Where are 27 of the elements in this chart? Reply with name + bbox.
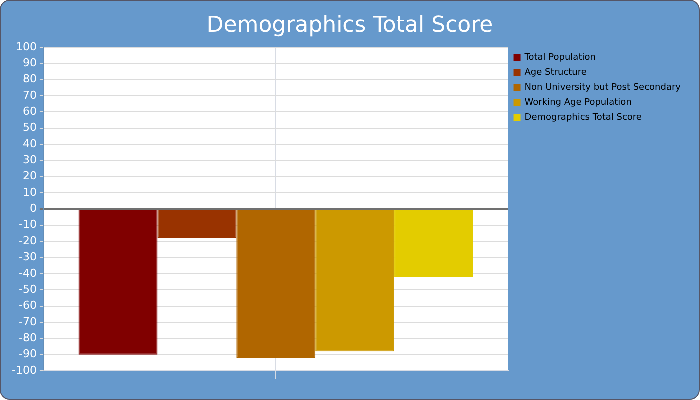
legend-label: Working Age Population [524, 98, 632, 108]
y-tick-label: 30 [22, 154, 37, 167]
y-tick-label: -10 [18, 218, 37, 232]
y-tick-label: -80 [18, 332, 37, 344]
chart-title: Demographics Total Score [206, 12, 494, 38]
y-tick-label: 0 [30, 202, 37, 216]
legend-label: Total Population [524, 53, 596, 64]
y-tick-label: 40 [22, 137, 37, 150]
y-tick-label: -40 [18, 266, 37, 280]
y-tick-label: -70 [18, 315, 37, 328]
legend-label: Demographics Total Score [524, 113, 642, 124]
y-tick-label: -30 [18, 250, 37, 264]
y-tick-label: 50 [22, 121, 37, 134]
y-tick-label: -50 [18, 282, 37, 296]
legend-label: Non University but Post Secondary [524, 83, 682, 94]
y-tick-label: -60 [18, 299, 37, 312]
legend-label: Age Structure [524, 68, 588, 78]
y-tick-label: 100 [16, 40, 37, 54]
y-tick-label: -20 [18, 234, 37, 248]
y-tick-label: -100 [12, 364, 37, 377]
y-tick-label: 60 [22, 104, 37, 118]
y-tick-label: 20 [22, 170, 37, 183]
y-tick-label: 80 [22, 72, 37, 86]
y-tick-label: 90 [22, 56, 37, 70]
y-tick-label: 70 [22, 88, 37, 102]
y-tick-label: 10 [22, 186, 37, 199]
y-tick-label: -90 [18, 348, 37, 361]
